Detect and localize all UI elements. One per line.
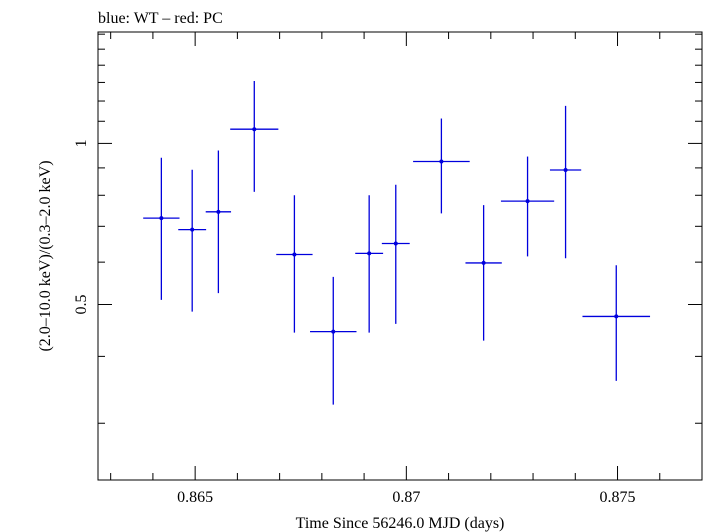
point-marker: [393, 241, 398, 246]
data-point: [230, 81, 279, 192]
point-marker: [367, 251, 372, 256]
data-points: [143, 81, 651, 405]
data-point: [276, 195, 313, 333]
point-marker: [190, 227, 195, 232]
point-marker: [563, 167, 568, 172]
plot-frame: [97, 31, 703, 481]
data-point: [500, 156, 555, 257]
y-tick-label: 0.5: [73, 295, 90, 315]
data-point: [310, 276, 357, 405]
point-marker: [525, 199, 530, 204]
point-marker: [481, 260, 486, 265]
point-marker: [252, 127, 257, 132]
data-point: [205, 150, 232, 294]
data-point: [355, 195, 384, 333]
x-tick-label: 0.865: [177, 489, 213, 506]
data-point: [178, 169, 207, 312]
data-point: [549, 105, 582, 259]
x-tick-label: 0.87: [392, 489, 420, 506]
y-tick-label: 1: [73, 139, 90, 147]
data-point: [413, 118, 470, 214]
data-point: [143, 157, 180, 300]
axis-ticks: [98, 32, 703, 480]
tick-labels: 0.865 0.87 0.875 0.5 1: [73, 139, 636, 506]
data-point: [582, 265, 651, 381]
data-point: [381, 184, 410, 324]
x-axis-label: Time Since 56246.0 MJD (days): [296, 515, 505, 532]
point-marker: [292, 252, 297, 257]
data-point: [465, 205, 502, 341]
point-marker: [331, 329, 336, 334]
x-tick-label: 0.875: [600, 489, 636, 506]
point-marker: [216, 209, 221, 214]
point-marker: [614, 314, 619, 319]
chart-title: blue: WT – red: PC: [98, 10, 223, 27]
y-axis-label: (2.0–10.0 keV)/(0.3–2.0 keV): [37, 160, 54, 351]
point-marker: [439, 159, 444, 164]
point-marker: [159, 216, 164, 221]
